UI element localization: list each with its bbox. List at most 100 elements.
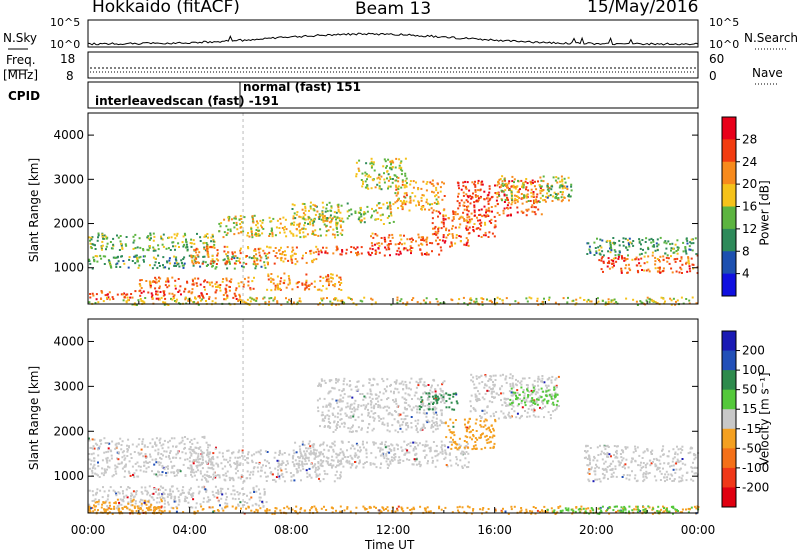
data-cell	[212, 493, 215, 496]
data-cell	[314, 456, 317, 458]
data-cell	[528, 415, 531, 418]
data-cell	[488, 220, 491, 223]
data-cell	[601, 299, 604, 302]
data-cell	[355, 303, 358, 306]
data-cell	[441, 239, 444, 242]
data-cell	[404, 174, 407, 177]
data-cell	[465, 428, 468, 431]
data-cell	[191, 278, 194, 281]
data-cell	[409, 238, 412, 241]
data-cell	[387, 246, 390, 249]
data-cell	[254, 248, 257, 251]
data-cell	[551, 185, 554, 188]
data-cell	[424, 253, 426, 255]
data-cell	[374, 403, 377, 405]
data-cell	[227, 216, 230, 219]
data-cell	[449, 436, 452, 439]
data-cell	[251, 459, 254, 462]
data-cell	[217, 500, 220, 503]
data-cell	[335, 274, 338, 277]
data-cell	[281, 460, 284, 463]
data-cell	[401, 423, 404, 426]
data-cell	[115, 442, 118, 445]
data-cell	[539, 395, 542, 398]
data-cell	[655, 242, 658, 245]
data-cell	[371, 429, 374, 432]
data-cell	[394, 184, 397, 187]
data-cell	[184, 288, 187, 291]
data-cell	[178, 500, 181, 503]
data-cell	[235, 287, 238, 290]
data-cell	[212, 238, 215, 241]
data-cell	[420, 205, 423, 208]
data-cell	[140, 491, 143, 494]
data-cell	[425, 243, 428, 246]
data-cell	[351, 426, 354, 429]
data-cell	[187, 298, 190, 301]
data-cell	[364, 407, 367, 410]
data-cell	[450, 447, 453, 450]
data-cell	[642, 248, 644, 251]
data-cell	[543, 416, 545, 419]
data-cell	[88, 260, 91, 262]
data-cell	[441, 452, 444, 455]
data-cell	[397, 421, 400, 424]
data-cell	[530, 195, 533, 198]
data-cell	[284, 218, 287, 221]
data-cell	[178, 442, 181, 445]
data-cell	[526, 397, 529, 399]
data-cell	[259, 247, 262, 250]
data-cell	[365, 173, 368, 176]
data-cell	[155, 461, 158, 464]
data-cell	[175, 234, 178, 237]
data-cell	[377, 247, 380, 250]
data-cell	[95, 493, 98, 496]
data-cell	[355, 161, 358, 164]
data-cell	[245, 302, 248, 305]
data-cell	[463, 418, 466, 421]
data-cell	[440, 420, 443, 423]
data-cell	[308, 459, 310, 462]
data-cell	[388, 412, 391, 415]
data-cell	[336, 424, 339, 426]
data-cell	[366, 184, 369, 187]
data-cell	[659, 271, 662, 274]
data-cell	[373, 404, 376, 407]
data-cell	[500, 189, 503, 192]
data-cell	[259, 475, 262, 478]
data-cell	[624, 237, 627, 240]
data-cell	[508, 415, 511, 418]
data-cell	[242, 285, 245, 288]
data-cell	[403, 199, 405, 202]
data-cell	[325, 278, 328, 281]
data-cell	[284, 250, 286, 253]
data-cell	[514, 383, 517, 386]
data-cell	[268, 251, 271, 254]
data-cell	[353, 454, 356, 457]
data-cell	[161, 493, 164, 496]
data-cell	[550, 395, 553, 398]
data-cell	[299, 448, 302, 451]
data-cell	[389, 176, 392, 179]
data-cell	[114, 467, 117, 470]
data-cell	[391, 424, 394, 427]
data-cell	[416, 301, 419, 304]
data-cell	[166, 286, 169, 289]
data-cell	[176, 232, 179, 235]
data-cell	[417, 419, 420, 422]
data-cell	[553, 191, 556, 194]
data-cell	[239, 477, 242, 480]
data-cell	[283, 452, 286, 454]
data-cell	[99, 439, 102, 442]
data-cell	[255, 224, 258, 227]
data-cell	[401, 396, 404, 399]
data-cell	[266, 460, 269, 463]
data-cell	[367, 414, 370, 417]
data-cell	[499, 387, 502, 390]
data-cell	[198, 251, 201, 254]
data-cell	[442, 399, 445, 402]
data-cell	[184, 298, 187, 301]
data-cell	[234, 217, 237, 220]
data-cell	[207, 466, 210, 469]
data-cell	[343, 377, 346, 380]
